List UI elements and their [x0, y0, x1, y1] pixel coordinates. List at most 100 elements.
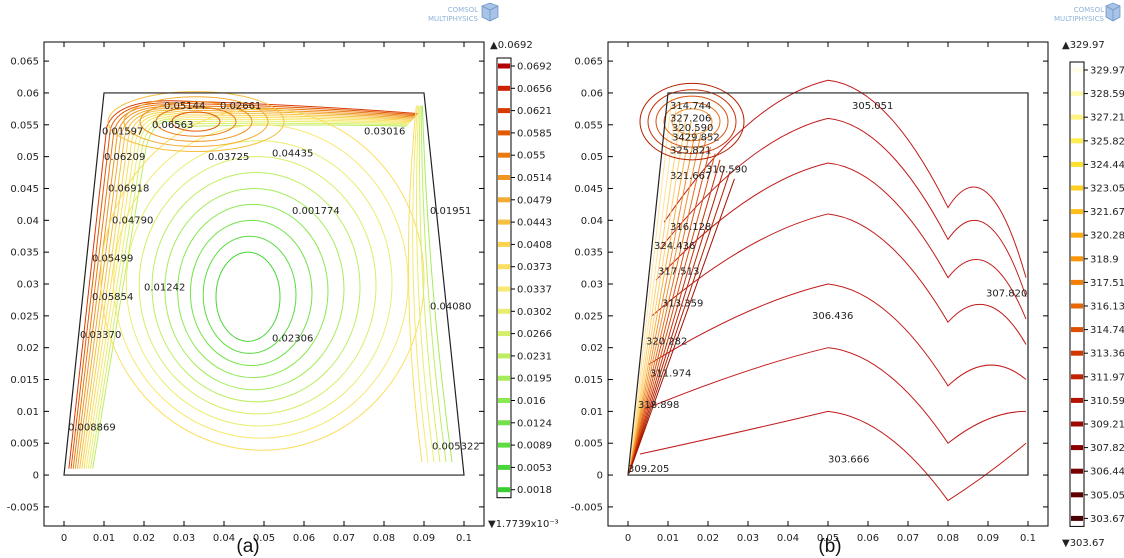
legend-label: 313.36 [1090, 349, 1124, 360]
contour-line [418, 105, 441, 463]
contour-label: 0.03370 [80, 330, 121, 341]
legend-label: 328.59 [1090, 89, 1124, 100]
legend-label: 0.0018 [517, 485, 552, 496]
contour-label: 325.821 [670, 145, 711, 156]
legend-label: 0.0656 [517, 84, 552, 95]
legend-swatch [1071, 114, 1083, 120]
contour-line [639, 410, 1027, 502]
y-tick-label: 0.04 [17, 216, 39, 227]
contour-label: 3429.852 [672, 133, 720, 144]
contour-line [70, 102, 418, 469]
contour-label: 0.03016 [364, 126, 405, 137]
contour-line [74, 106, 416, 469]
contour-line [659, 117, 1027, 297]
contour-label: 0.04435 [272, 149, 313, 160]
contour-label: 317.513 [658, 266, 699, 277]
y-tick-label: 0.055 [574, 120, 603, 131]
contour-line [123, 96, 269, 147]
legend-swatch [1071, 67, 1083, 73]
svg-text:COMSOL: COMSOL [448, 6, 478, 14]
y-tick-label: 0.06 [581, 88, 603, 99]
y-tick-label: 0.03 [17, 280, 39, 291]
contour-line [421, 105, 453, 463]
legend-swatch [498, 85, 510, 91]
legend-min-b: ▼303.67 [1062, 538, 1105, 549]
axes-a: 0 0.01 0.02 0.03 0.04 0.05 0.06 0.07 0.08 0.09 0.1… [7, 42, 484, 544]
contour-label: 305.051 [852, 101, 893, 112]
legend-label: 0.0089 [517, 441, 552, 452]
y-tick-label: 0.005 [10, 439, 39, 450]
legend-a: 0.0692 0.0656 0.0621 0.0585 0.055 0.0514 0.047… [496, 57, 552, 499]
contour-lines-a [68, 91, 453, 469]
domain-boundary-b [627, 92, 1029, 476]
contour-line [92, 121, 407, 469]
legend-label: 323.05 [1090, 184, 1124, 195]
y-tick-label: 0.045 [10, 184, 39, 195]
contour-line [628, 153, 716, 474]
contour-label: 0.005322 [432, 442, 480, 453]
contour-line [87, 117, 409, 469]
caption-b: (b) [818, 536, 841, 557]
legend-label: 316.13 [1090, 302, 1124, 313]
legend-label: 306.44 [1090, 467, 1124, 478]
contour-line [663, 79, 1027, 278]
legend-label: 324.44 [1090, 160, 1124, 171]
x-tick-label: 0.03 [737, 533, 759, 544]
contour-line [628, 96, 673, 474]
svg-text:COMSOL: COMSOL [1074, 6, 1104, 14]
legend-swatch [1071, 327, 1083, 333]
contour-label: 0.001774 [292, 206, 340, 217]
contour-line [171, 111, 221, 132]
legend-swatch [498, 197, 510, 203]
contour-label: 320.282 [646, 337, 687, 348]
contour-line [85, 115, 410, 469]
contour-line [655, 162, 1027, 320]
legend-label: 311.97 [1090, 372, 1124, 383]
legend-swatch [498, 464, 510, 470]
contour-line [412, 105, 429, 463]
y-tick-label: 0.02 [581, 343, 603, 354]
contour-line [415, 105, 435, 463]
x-tick-label: 0.06 [293, 533, 315, 544]
contour-line [655, 95, 729, 148]
legend-swatch [498, 286, 510, 292]
panel-b: 0 0.01 0.02 0.03 0.04 0.05 0.06 0.07 0.08 0.09 0.1… [571, 2, 1124, 557]
legend-label: 0.0585 [517, 128, 552, 139]
y-tick-label: 0.025 [10, 311, 39, 322]
contour-line [155, 106, 237, 137]
contour-line [177, 203, 329, 379]
x-tick-label: 0.01 [657, 533, 679, 544]
y-tick-label: 0.01 [17, 407, 39, 418]
legend-swatch [498, 308, 510, 314]
y-tick-label: 0.06 [17, 88, 39, 99]
legend-swatch [1071, 185, 1083, 191]
contour-line [138, 156, 377, 415]
legend-bar [1069, 61, 1085, 527]
contour-line [643, 347, 1027, 444]
legend-max-b: ▲329.97 [1062, 40, 1105, 51]
contour-label: 327.206 [670, 114, 711, 125]
contour-line [189, 219, 313, 367]
y-tick-label: 0.045 [574, 184, 603, 195]
x-tick-label: 0.05 [253, 533, 275, 544]
legend-swatch [1071, 232, 1083, 238]
contour-label: 306.436 [812, 311, 853, 322]
legend-label: 0.0479 [517, 195, 552, 206]
x-tick-label: 0.09 [413, 533, 435, 544]
legend-b: 329.97 328.59 327.21 325.82 324.44 323.05 321.… [1069, 61, 1124, 527]
contour-line [420, 105, 447, 463]
legend-label: 0.0408 [517, 240, 552, 251]
y-tick-label: 0.005 [574, 439, 603, 450]
legend-swatch [498, 442, 510, 448]
x-tick-label: 0 [61, 533, 67, 544]
contour-line [628, 108, 683, 474]
contour-line [671, 108, 713, 135]
legend-swatch [1071, 161, 1083, 167]
legend-swatch [498, 241, 510, 247]
contour-line [72, 104, 417, 469]
contour-line [113, 124, 409, 439]
legend-label: 321.67 [1090, 207, 1124, 218]
x-tick-label: 0.1 [456, 533, 472, 544]
contour-label: 0.06209 [104, 152, 145, 163]
y-tick-label: 0.065 [10, 57, 39, 68]
